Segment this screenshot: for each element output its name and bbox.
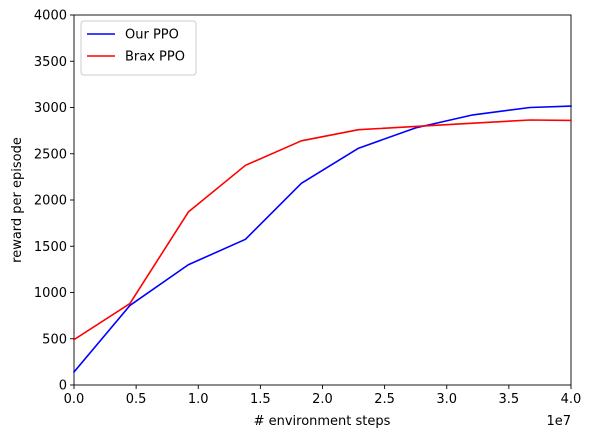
series-line-brax-ppo [72,119,572,341]
x-tick-label: 1.0 [188,392,209,407]
x-axis-offset-label: 1e7 [546,414,571,429]
x-tick-label: 3.0 [436,392,457,407]
y-tick-label: 3000 [34,101,67,116]
y-tick-label: 1500 [34,240,67,255]
y-tick-label: 500 [42,332,67,347]
series-layer [72,105,572,374]
series-line-our-ppo [72,105,572,374]
x-tick-label: 4.0 [561,392,582,407]
y-tick-label: 4000 [34,9,67,24]
x-tick-label: 2.0 [312,392,333,407]
y-tick-label: 2500 [34,147,67,162]
x-axis-label: # environment steps [254,414,391,429]
legend-label-our-ppo: Our PPO [125,28,179,43]
y-tick-label: 3500 [34,55,67,70]
y-axis-label: reward per episode [10,137,25,263]
legend: Our PPO Brax PPO [80,20,197,76]
y-axis-ticks: 0 500 1000 1500 2000 2500 3000 3500 4000 [34,9,74,394]
legend-label-brax-ppo: Brax PPO [125,50,185,65]
y-tick-label: 1000 [34,286,67,301]
x-tick-label: 2.5 [374,392,395,407]
x-tick-label: 1.5 [250,392,271,407]
plot-frame [73,14,572,386]
y-tick-label: 2000 [34,194,67,209]
x-tick-label: 3.5 [499,392,520,407]
x-tick-label: 0.5 [126,392,147,407]
x-tick-label: 0.0 [64,392,85,407]
y-tick-label: 0 [59,379,67,394]
x-axis-ticks: 0.0 0.5 1.0 1.5 2.0 2.5 3.0 3.5 4.0 [64,385,582,407]
plot-area [73,14,572,386]
